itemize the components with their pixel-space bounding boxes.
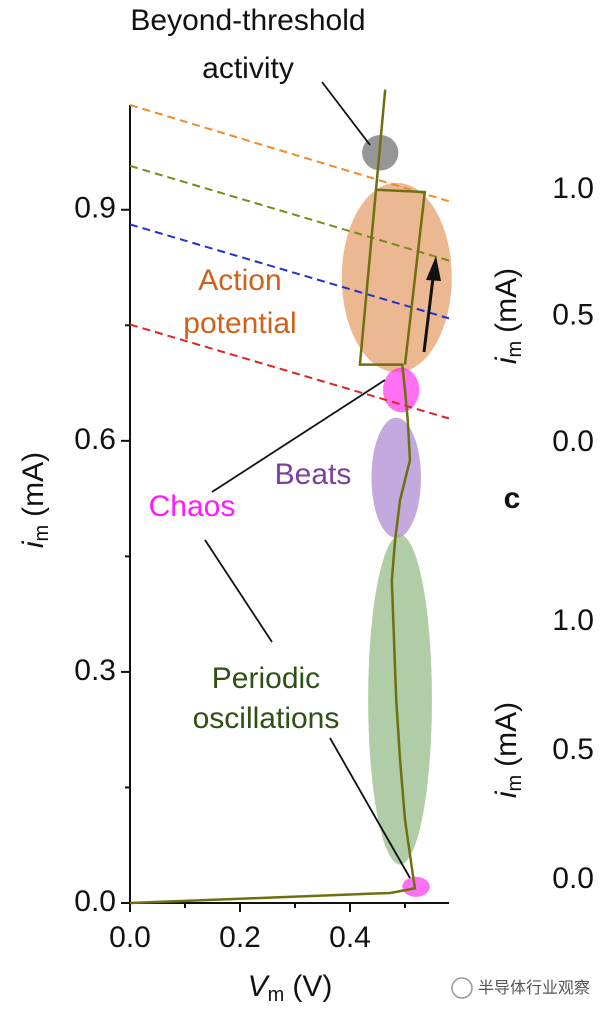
leader-line	[321, 81, 371, 146]
y-tick-label: 0.6	[74, 423, 116, 456]
leader-lines	[204, 81, 411, 879]
x-axis-label-var: V	[248, 970, 271, 1003]
y-tick-label: 0.3	[74, 654, 116, 687]
side-y-tick-label: 1.0	[552, 604, 594, 637]
region	[341, 182, 452, 373]
region	[383, 367, 420, 413]
x-tick-label: 0.4	[329, 921, 371, 954]
x-tick-label: 0.0	[109, 921, 151, 954]
y-axis-label: im (mA)	[17, 452, 53, 548]
region-label: Periodic	[212, 662, 320, 695]
load-line	[129, 164, 450, 262]
leader-line	[211, 379, 386, 493]
iv-curve	[375, 188, 427, 365]
y-axis-label-unit: (mA)	[17, 452, 50, 517]
y-tick-label: 0.9	[74, 192, 116, 225]
side-y-axis-label-var: i	[490, 356, 523, 364]
side-y-tick-label: 0.0	[552, 862, 594, 895]
x-axis-label-unit: (V)	[292, 970, 332, 1003]
region-label: potential	[183, 307, 296, 340]
side-y-axis-label: im (mA)	[490, 268, 526, 364]
x-axis-label: Vm (V)	[248, 970, 333, 1006]
watermark-icon	[451, 977, 473, 999]
load-line	[129, 223, 450, 320]
side-y-tick-label: 0.0	[552, 425, 594, 458]
region	[371, 417, 421, 538]
plot: 0.0 0.3 0.6 0.9 0.0 0.2 0.4	[74, 89, 450, 954]
side-y-axis-label-sub: m	[504, 775, 526, 792]
region-label: Action	[198, 264, 281, 297]
y-tick-label: 0.0	[74, 885, 116, 918]
side-y-axis-label-unit: (mA)	[490, 702, 523, 767]
side-y-axis-label-var: i	[490, 790, 523, 798]
region-label: Beats	[275, 458, 352, 491]
regions	[341, 135, 452, 897]
y-axis-label-var: i	[17, 540, 50, 548]
side-y-axis-label-sub: m	[504, 341, 526, 358]
panel-label: c	[504, 482, 521, 515]
arrow	[422, 256, 441, 353]
y-axis-label-sub: m	[31, 525, 53, 542]
arrow-shaft	[422, 277, 435, 353]
side-y-axis-label: im (mA)	[490, 702, 526, 798]
load-line	[129, 104, 450, 203]
x-axis-label-sub: m	[268, 984, 285, 1006]
side-y-tick-label: 1.0	[552, 172, 594, 205]
region-label: oscillations	[193, 702, 340, 735]
iv-curve	[129, 89, 417, 905]
leader-line	[329, 737, 411, 879]
leader-line	[204, 539, 273, 643]
side-y-tick-label: 0.5	[552, 298, 594, 331]
watermark: 半导体行业观察	[451, 977, 590, 999]
region-label: Chaos	[149, 490, 236, 523]
region	[402, 876, 430, 897]
side-y-axis-label-unit: (mA)	[490, 268, 523, 333]
region-label: activity	[202, 52, 294, 85]
region-label: Beyond-threshold	[130, 4, 365, 37]
region	[368, 534, 432, 865]
x-tick-label: 0.2	[219, 921, 261, 954]
arrow-head	[426, 256, 441, 281]
load-line	[129, 323, 450, 420]
side-y-tick-label: 0.5	[552, 733, 594, 766]
watermark-text: 半导体行业观察	[478, 979, 590, 997]
